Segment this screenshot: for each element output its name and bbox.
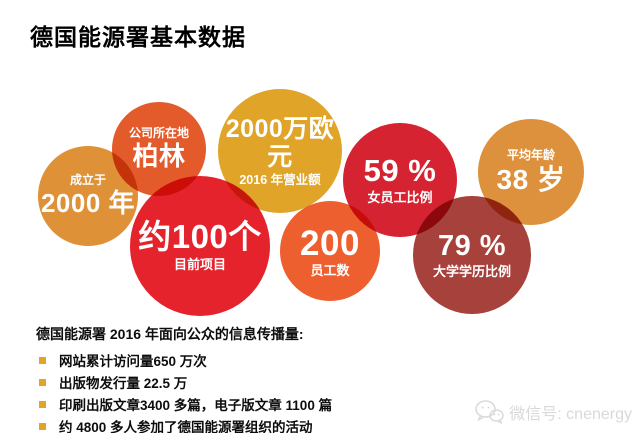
bullet-square-icon bbox=[39, 378, 46, 386]
bullet-square-icon bbox=[39, 422, 46, 430]
summary-heading: 德国能源署 2016 年面向公众的信息传播量: bbox=[36, 326, 304, 342]
watermark-text: 微信号: cnenergy bbox=[509, 406, 632, 423]
wechat-icon bbox=[475, 400, 505, 424]
bullet-text: 印刷出版文章3400 多篇，电子版文章 1100 篇 bbox=[59, 398, 333, 413]
bullet-square-icon bbox=[39, 400, 46, 408]
bullet-text: 网站累计访问量650 万次 bbox=[59, 354, 207, 369]
bullet-text: 约 4800 多人参加了德国能源署组织的活动 bbox=[59, 420, 313, 433]
bubble-projects bbox=[130, 176, 270, 316]
bullet-text: 出版物发行量 22.5 万 bbox=[59, 376, 188, 391]
summary-section: 德国能源署 2016 年面向公众的信息传播量: 网站累计访问量650 万次 出版… bbox=[36, 324, 476, 433]
list-item: 约 4800 多人参加了德国能源署组织的活动 bbox=[36, 415, 476, 433]
list-item: 网站累计访问量650 万次 bbox=[36, 349, 476, 371]
watermark: 微信号: cnenergy bbox=[473, 398, 632, 426]
list-item: 出版物发行量 22.5 万 bbox=[36, 371, 476, 393]
summary-list: 网站累计访问量650 万次 出版物发行量 22.5 万 印刷出版文章3400 多… bbox=[36, 349, 476, 433]
list-item: 印刷出版文章3400 多篇，电子版文章 1100 篇 bbox=[36, 393, 476, 415]
bullet-square-icon bbox=[39, 356, 46, 364]
bubble-avg-age bbox=[478, 119, 584, 225]
page-title: 德国能源署基本数据 bbox=[30, 24, 246, 50]
